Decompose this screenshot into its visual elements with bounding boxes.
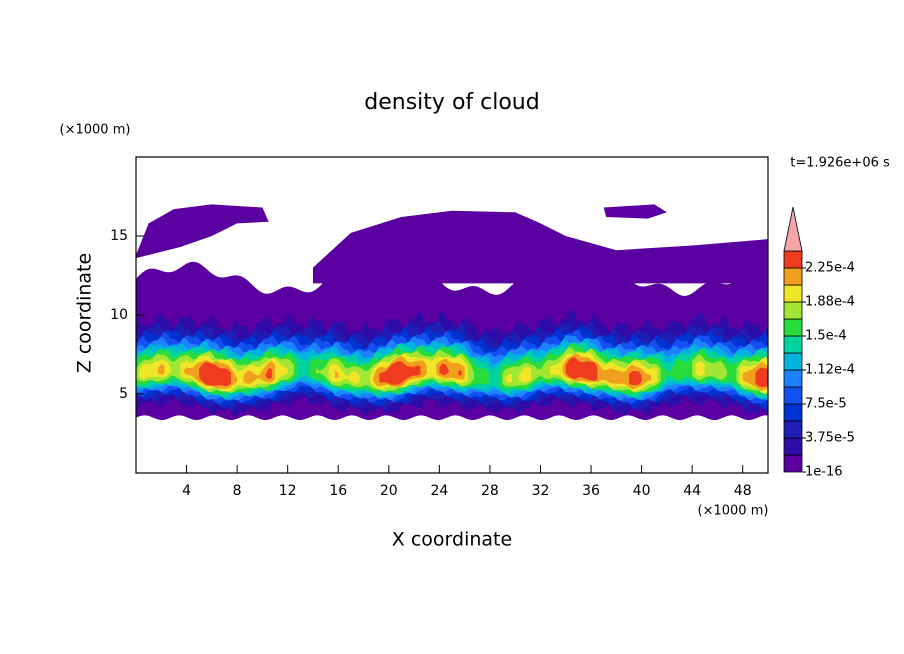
y-tick-label: 5 — [119, 386, 128, 402]
x-tick-label: 24 — [430, 483, 448, 499]
colorbar-box — [783, 284, 803, 303]
colorbar-box — [783, 369, 803, 388]
colorbar-box — [783, 335, 803, 354]
x-axis-label: X coordinate — [392, 529, 512, 551]
colorbar-box — [783, 301, 803, 320]
colorbar-box — [783, 437, 803, 456]
colorbar-box — [783, 267, 803, 286]
x-tick-label: 32 — [532, 483, 550, 499]
colorbar-extend — [783, 206, 803, 252]
chart-title: density of cloud — [364, 90, 539, 115]
x-tick-label: 12 — [279, 483, 297, 499]
colorbar-tick-label: 1.12e-4 — [805, 363, 855, 378]
x-unit: (×1000 m) — [698, 504, 769, 519]
colorbar-tick-label: 1.5e-4 — [805, 329, 847, 344]
colorbar-box — [783, 403, 803, 422]
colorbar-box — [783, 318, 803, 337]
colorbar-box — [783, 250, 803, 269]
colorbar-tick-label: 7.5e-5 — [805, 397, 847, 412]
x-tick-label: 40 — [633, 483, 651, 499]
colorbar-tick-label: 1.88e-4 — [805, 295, 855, 310]
x-tick-label: 44 — [683, 483, 701, 499]
colorbar-box — [783, 454, 803, 473]
x-tick-label: 20 — [380, 483, 398, 499]
x-tick-label: 4 — [182, 483, 191, 499]
y-axis-label: Z coordinate — [74, 253, 96, 373]
x-tick-label: 28 — [481, 483, 499, 499]
colorbar-tick-label: 3.75e-5 — [805, 431, 855, 446]
y-tick-label: 15 — [110, 228, 128, 244]
x-tick-label: 36 — [582, 483, 600, 499]
contour-band — [158, 353, 768, 391]
colorbar-box — [783, 352, 803, 371]
y-unit: (×1000 m) — [60, 123, 131, 138]
y-tick-label: 10 — [110, 307, 128, 323]
colorbar-tick-label: 1e-16 — [805, 465, 843, 480]
colorbar-box — [783, 386, 803, 405]
x-tick-label: 8 — [233, 483, 242, 499]
annotation: t=1.926e+06 s — [790, 156, 890, 171]
contour-field — [136, 204, 768, 421]
x-tick-label: 48 — [734, 483, 752, 499]
colorbar-tick-label: 2.25e-4 — [805, 261, 855, 276]
colorbar-box — [783, 420, 803, 439]
x-tick-label: 16 — [329, 483, 347, 499]
